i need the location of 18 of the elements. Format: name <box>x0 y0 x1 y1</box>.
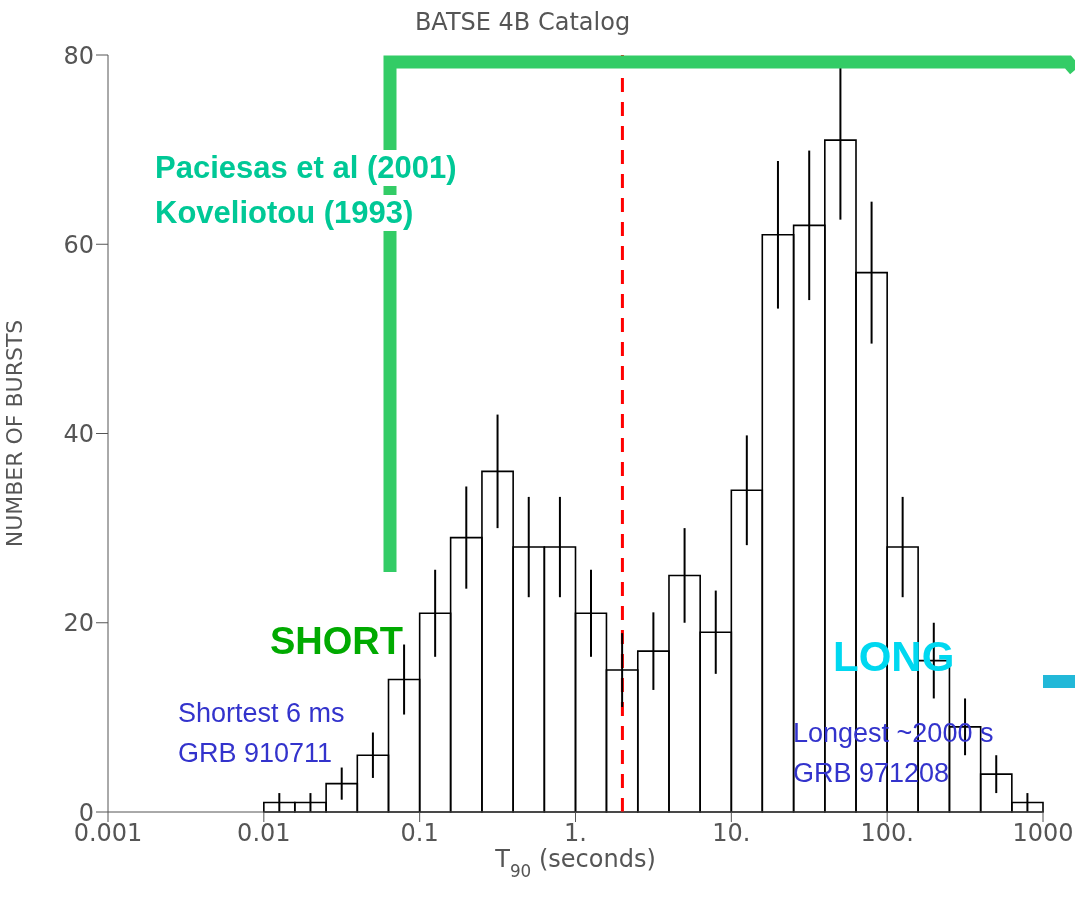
x-tick-label: 100. <box>860 819 914 848</box>
x-tick-label: 0.1 <box>400 819 439 848</box>
x-axis-title: T$_{90}$ (seconds) <box>494 845 656 881</box>
chart-title: BATSE 4B Catalog <box>413 8 632 36</box>
y-axis-title: NUMBER OF BURSTS <box>1 319 27 548</box>
x-tick-label: 10. <box>712 819 751 848</box>
annotation: Paciesas et al (2001) <box>155 150 457 186</box>
annotation: GRB 910711 <box>178 738 333 769</box>
x-tick-label: 1000 <box>1012 819 1074 848</box>
annotation: Shortest 6 ms <box>178 698 345 729</box>
y-tick-label: 60 <box>63 230 94 259</box>
annotation: Koveliotou (1993) <box>155 195 414 231</box>
y-tick-label: 80 <box>63 41 94 70</box>
x-tick-label: 1. <box>564 819 587 848</box>
annotation: SHORT <box>270 620 403 663</box>
x-tick-label: 0.01 <box>237 819 291 848</box>
y-tick-label: 40 <box>63 420 94 449</box>
y-tick-label: 20 <box>63 609 94 638</box>
